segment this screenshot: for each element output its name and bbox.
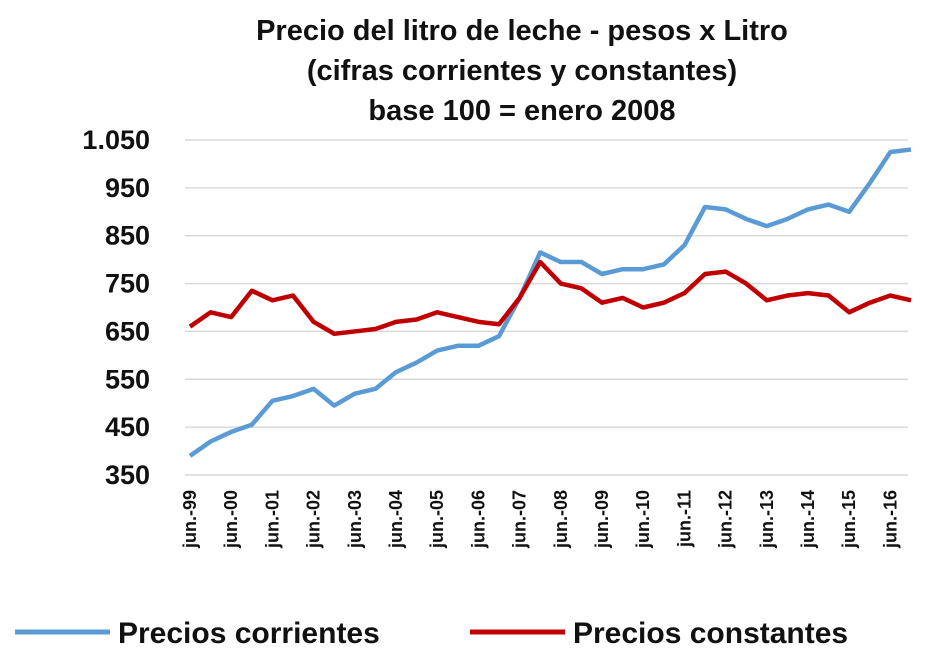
chart-title: base 100 = enero 2008 <box>368 95 675 127</box>
x-tick-label: jun.-01 <box>262 490 282 549</box>
y-tick-label: 350 <box>105 460 150 490</box>
x-tick-label: jun.-04 <box>386 490 406 549</box>
x-tick-label: jun.-10 <box>633 490 653 549</box>
y-tick-label: 750 <box>105 269 150 299</box>
x-tick-label: jun.-03 <box>345 490 365 549</box>
chart-title: Precio del litro de leche - pesos x Litr… <box>256 15 788 47</box>
series-line <box>188 147 912 458</box>
y-tick-label: 850 <box>105 221 150 251</box>
x-tick-label: jun.-13 <box>757 490 777 549</box>
y-tick-label: 550 <box>105 364 150 394</box>
y-tick-label: 650 <box>105 316 150 346</box>
x-tick-label: jun.-06 <box>468 490 488 549</box>
x-tick-label: jun.-09 <box>592 490 612 549</box>
x-tick-label: jun.-08 <box>551 490 571 549</box>
x-tick-label: jun.-02 <box>304 490 324 549</box>
x-tick-label: jun.-11 <box>674 490 694 548</box>
x-tick-label: jun.-15 <box>839 490 859 549</box>
legend-label: Precios constantes <box>573 617 848 649</box>
y-tick-label: 450 <box>105 412 150 442</box>
x-tick-label: jun.-14 <box>798 490 818 549</box>
x-tick-label: jun.-16 <box>880 490 900 549</box>
x-tick-label: jun.-12 <box>716 490 736 549</box>
x-tick-label: jun.-99 <box>180 490 200 549</box>
chart-title: (cifras corrientes y constantes) <box>307 55 737 87</box>
x-tick-label: jun.-00 <box>221 490 241 549</box>
series-line <box>188 259 912 337</box>
x-tick-label: jun.-07 <box>510 490 530 549</box>
y-tick-label: 1.050 <box>82 125 150 155</box>
y-tick-label: 950 <box>105 173 150 203</box>
legend-label: Precios corrientes <box>118 617 380 649</box>
x-tick-label: jun.-05 <box>427 490 447 549</box>
